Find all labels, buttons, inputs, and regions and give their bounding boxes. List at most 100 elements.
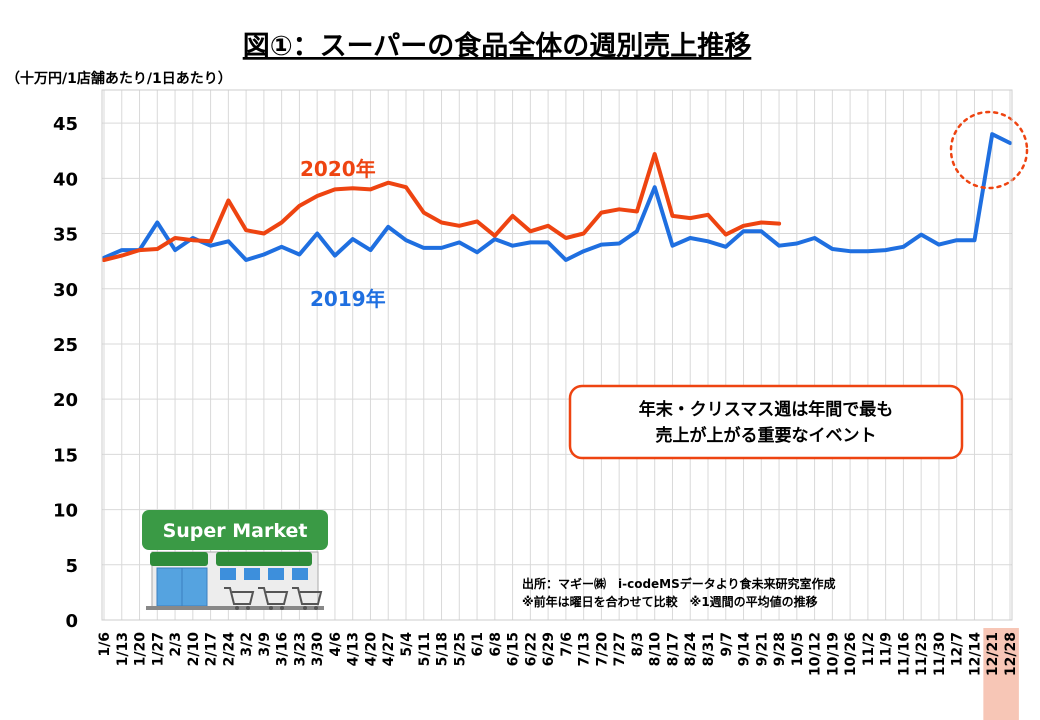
- x-tick-label: 5/18: [435, 632, 451, 666]
- data-point: [688, 216, 692, 220]
- x-tick-label: 10/19: [825, 632, 841, 676]
- y-tick-label: 5: [65, 556, 78, 577]
- data-point: [706, 239, 710, 243]
- x-tick-label: 1/6: [97, 632, 113, 657]
- data-point: [244, 228, 248, 232]
- chart-title: 図①：スーパーの食品全体の週別売上推移: [243, 30, 752, 62]
- data-point: [368, 248, 372, 252]
- data-point: [120, 248, 124, 252]
- data-point: [830, 247, 834, 251]
- data-point: [759, 221, 763, 224]
- data-point: [919, 233, 923, 237]
- data-point: [333, 187, 337, 191]
- x-tick-label: 11/23: [914, 632, 930, 676]
- data-point: [226, 198, 230, 202]
- x-tick-label: 1/13: [115, 632, 131, 666]
- data-point: [351, 237, 355, 241]
- data-point: [475, 219, 479, 223]
- supermarket-store-icon: Super Market: [142, 510, 328, 610]
- plot-frame: [101, 89, 1013, 621]
- x-tick-label: 3/2: [239, 632, 255, 657]
- y-tick-label: 10: [53, 501, 78, 522]
- x-tick-label: 4/6: [328, 632, 344, 657]
- x-tick-label: 6/15: [506, 632, 522, 666]
- x-tick-label: 7/6: [559, 632, 575, 657]
- data-point: [440, 246, 444, 250]
- data-point: [546, 240, 550, 244]
- data-point: [297, 253, 301, 257]
- data-point: [226, 239, 230, 243]
- callout-line-2: 売上が上がる重要なイベント: [656, 425, 877, 446]
- data-point: [688, 236, 692, 240]
- x-tick-label: 8/31: [701, 632, 717, 666]
- data-point: [315, 232, 319, 236]
- data-point: [724, 233, 728, 237]
- y-axis-ticks: 0 5 10 15 20 25 30 35 40 45: [53, 114, 78, 632]
- data-point: [653, 185, 657, 189]
- data-point: [404, 185, 408, 189]
- x-tick-label: 8/24: [683, 632, 699, 667]
- x-tick-label: 9/28: [772, 632, 788, 666]
- data-point: [493, 237, 497, 241]
- x-tick-label: 9/21: [754, 632, 770, 666]
- data-point: [209, 244, 213, 248]
- data-point: [262, 232, 266, 236]
- source-note-line-2: ※前年は曜日を合わせて比較 ※1週間の平均値の推移: [522, 594, 818, 609]
- data-point: [777, 244, 781, 248]
- data-point: [670, 214, 674, 218]
- y-tick-label: 0: [65, 611, 78, 632]
- x-tick-label: 6/1: [470, 632, 486, 657]
- data-point: [493, 234, 497, 238]
- data-point: [617, 241, 621, 245]
- data-point: [777, 222, 781, 226]
- data-point: [635, 209, 639, 213]
- x-tick-label: 10/26: [843, 632, 859, 676]
- data-point: [155, 221, 159, 224]
- y-tick-label: 20: [53, 390, 78, 411]
- x-tick-label: 9/7: [719, 632, 735, 657]
- series-label-2020: 2020年: [300, 157, 376, 181]
- x-tick-label: 12/14: [967, 632, 983, 676]
- series-line-1: [102, 132, 1012, 262]
- data-point: [422, 211, 426, 215]
- y-tick-label: 45: [53, 114, 78, 135]
- data-point: [120, 254, 124, 258]
- data-point: [244, 258, 248, 262]
- data-point: [599, 243, 603, 247]
- x-tick-label: 5/4: [399, 632, 415, 657]
- data-point: [351, 186, 355, 190]
- data-point: [724, 245, 728, 249]
- y-tick-label: 15: [53, 445, 78, 466]
- data-point: [582, 232, 586, 236]
- highlight-band: [983, 628, 1019, 720]
- data-point: [582, 249, 586, 253]
- store-sign-text: Super Market: [163, 520, 308, 542]
- data-point: [475, 250, 479, 254]
- x-axis-ticks: 1/6 1/13 1/20 1/27 2/3 2/10 2/17 2/24 3/2 3/9 3/16…: [97, 632, 1019, 676]
- data-point: [617, 207, 621, 211]
- data-point: [315, 194, 319, 198]
- highlight-band-rect: [983, 628, 1019, 720]
- x-tick-label: 12/21: [985, 632, 1001, 676]
- series-label-2019: 2019年: [310, 287, 386, 311]
- data-point: [759, 229, 763, 233]
- x-tick-label: 2/17: [204, 632, 220, 666]
- data-point: [653, 152, 657, 156]
- data-point: [528, 240, 532, 244]
- x-tick-label: 3/16: [275, 632, 291, 666]
- x-tick-label: 12/28: [1003, 632, 1019, 676]
- x-tick-label: 11/9: [879, 632, 895, 666]
- data-point: [635, 229, 639, 233]
- data-point: [706, 213, 710, 217]
- x-tick-label: 4/27: [381, 632, 397, 666]
- x-tick-label: 8/3: [630, 632, 646, 657]
- x-tick-label: 3/23: [292, 632, 308, 666]
- y-tick-label: 25: [53, 335, 78, 356]
- data-point: [511, 214, 515, 218]
- grid: [102, 90, 1012, 621]
- data-point: [990, 132, 994, 136]
- data-point: [386, 181, 390, 185]
- data-point: [280, 245, 284, 249]
- data-point: [813, 236, 817, 240]
